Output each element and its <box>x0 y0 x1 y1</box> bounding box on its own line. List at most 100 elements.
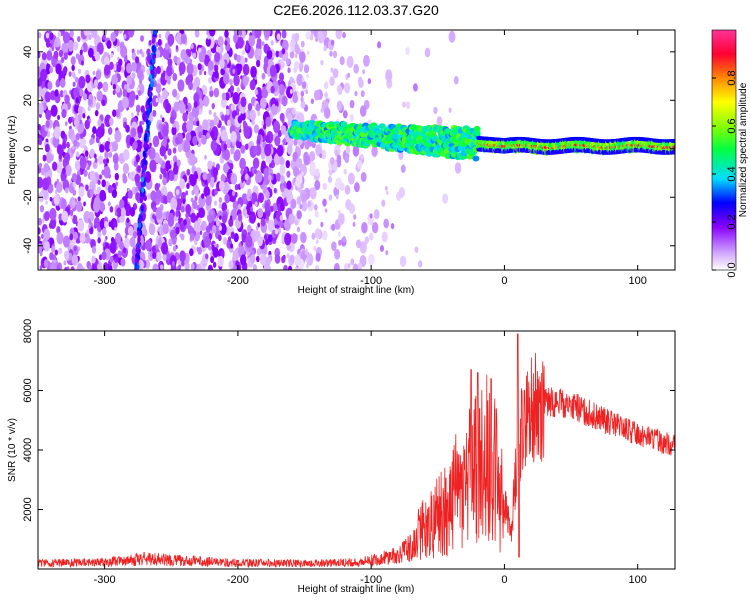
spectrogram-cell <box>146 123 150 130</box>
spectrogram-cell <box>167 58 173 67</box>
spectrogram-cell <box>343 168 347 175</box>
spectrogram-cell <box>65 164 72 177</box>
spectrogram-cell <box>213 87 220 98</box>
spectrogram-cell <box>113 162 119 171</box>
spectrogram-cell <box>141 51 145 58</box>
spectrogram-cell <box>112 63 117 71</box>
spectrogram-cell <box>146 54 152 63</box>
spectrogram-cell <box>275 50 280 58</box>
snr-axes: -300 -200 -100 0 100 2000 4000 6000 8000 <box>22 319 675 586</box>
spectrogram-cell <box>354 182 360 193</box>
spectrogram-cell <box>109 256 114 263</box>
spectrogram-cell <box>261 41 265 47</box>
spectrogram-cell <box>102 81 109 93</box>
spectrogram-cell <box>56 264 60 270</box>
spectrogram-cell <box>297 112 305 125</box>
spectrogram-cell <box>257 138 261 145</box>
spectrogram-cell <box>128 172 133 180</box>
spectrogram-cell <box>320 107 324 114</box>
spectrogram-cell <box>77 106 83 115</box>
spectrogram-cell <box>322 182 327 191</box>
spectrogram-x-tick-label: -300 <box>94 275 116 287</box>
spectrogram-cell <box>269 205 274 213</box>
spectrogram-cell <box>126 217 130 223</box>
spectrogram-cell <box>72 145 75 150</box>
spectrogram-cell <box>309 187 317 200</box>
spectrogram-cell <box>146 109 150 116</box>
spectrogram-cell <box>287 67 291 74</box>
spectrogram-cell <box>86 229 90 235</box>
snr-frame <box>37 330 676 570</box>
snr-y-label: SNR (10 * v/v) <box>7 418 18 482</box>
spectrogram-cell <box>223 143 228 151</box>
spectrogram-cell <box>62 235 70 248</box>
spectrogram-cell <box>314 179 321 191</box>
snr-x-tick-label: -100 <box>360 574 382 586</box>
spectrogram-cell <box>149 142 152 147</box>
spectrogram-cell <box>82 93 88 101</box>
spectrogram-cell <box>192 135 198 146</box>
spectrogram-cell <box>220 129 228 142</box>
spectrogram-cell <box>254 201 258 207</box>
spectrogram-cell <box>309 33 314 41</box>
spectrogram-cell <box>329 76 335 86</box>
snr-y-tick-label: 8000 <box>22 319 34 343</box>
spectrogram-cell <box>220 249 225 257</box>
spectrogram-cell <box>107 201 111 207</box>
spectrogram-cell <box>160 264 164 270</box>
spectrogram-cell <box>77 35 81 43</box>
spectrogram-cell <box>276 144 284 157</box>
spectrogram-cell <box>342 110 348 119</box>
spectrogram-cell <box>186 120 194 133</box>
spectrogram-cell <box>49 262 56 270</box>
spectrogram-cell <box>123 237 130 249</box>
spectrogram-cell <box>214 70 219 79</box>
spectrogram-cell <box>82 42 88 53</box>
spectrogram-cell <box>116 63 122 73</box>
spectrogram-cell <box>266 49 273 60</box>
spectrogram-cell <box>137 89 142 97</box>
spectrogram-cell <box>143 164 147 171</box>
spectrogram-cell <box>82 267 86 270</box>
spectrogram-cell <box>330 39 335 46</box>
spectrogram-cell <box>117 250 122 259</box>
spectrogram-cell <box>62 167 66 175</box>
spectrogram-cell <box>289 76 294 83</box>
spectrogram-cell <box>122 163 130 174</box>
spectrogram-cell <box>347 72 351 78</box>
spectrogram-cell <box>38 227 41 235</box>
spectrogram-cell <box>304 249 309 256</box>
spectrogram-cell <box>101 169 105 176</box>
spectrogram-cell <box>286 252 290 259</box>
spectrogram-cell <box>167 138 170 143</box>
spectrogram-cell <box>348 203 356 214</box>
spectrogram-cell <box>136 244 140 251</box>
spectrogram-cell <box>206 30 210 36</box>
spectrogram-cell <box>52 135 60 148</box>
spectrogram-cell <box>250 254 256 264</box>
spectrogram-cell <box>242 120 247 127</box>
spectrogram-cell <box>194 30 200 38</box>
spectrogram-cell <box>332 68 339 79</box>
spectrogram-cell <box>72 181 77 188</box>
spectrogram-cell <box>172 165 179 175</box>
spectrogram-cell <box>279 156 285 166</box>
spectrogram-cell <box>190 43 194 49</box>
spectrogram-cell <box>265 256 271 267</box>
spectrogram-cell <box>233 74 240 87</box>
spectrogram-cell <box>257 48 262 57</box>
spectrogram-cell <box>93 189 97 195</box>
spectrogram-cell <box>144 133 148 140</box>
spectrogram-cell <box>367 78 372 85</box>
spectrogram-cell <box>344 155 350 164</box>
spectrogram-cell <box>300 231 307 244</box>
spectrogram-cell <box>385 190 389 195</box>
spectrogram-cell <box>350 258 355 266</box>
spectrogram-cell <box>292 93 298 104</box>
spectrogram-cell <box>135 253 139 260</box>
spectrogram-cell <box>229 78 233 86</box>
spectrogram-cell <box>49 252 54 261</box>
spectrogram-cell <box>232 68 236 74</box>
spectrogram-cell <box>280 185 285 193</box>
spectrogram-cell <box>214 188 218 195</box>
